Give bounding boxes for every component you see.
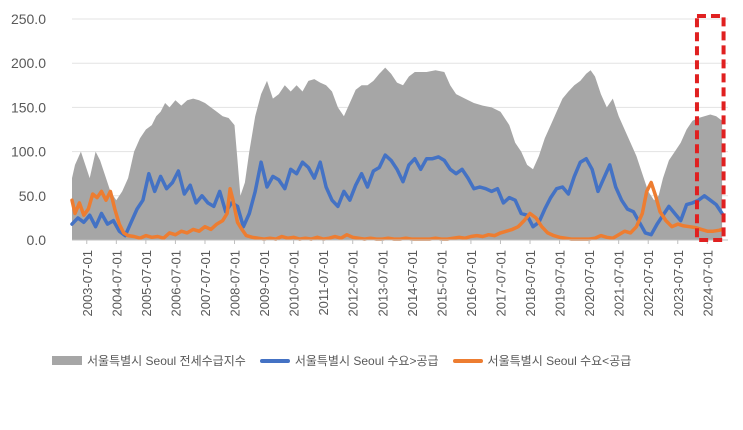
x-tick-label: 2021-07-01 bbox=[612, 250, 627, 317]
series-line-demand-gt-supply bbox=[70, 153, 724, 238]
legend-swatch-area bbox=[52, 356, 82, 365]
x-tick-label: 2014-07-01 bbox=[405, 250, 420, 317]
legend: 서울특별시 Seoul 전세수급지수 서울특별시 Seoul 수요>공급 서울특… bbox=[52, 352, 645, 369]
x-tick-label: 2013-07-01 bbox=[375, 250, 390, 317]
x-tick-label: 2003-07-01 bbox=[80, 250, 95, 317]
series-area-supply-index bbox=[72, 67, 723, 240]
legend-label-supply-index: 서울특별시 Seoul 전세수급지수 bbox=[87, 354, 246, 368]
series-line-demand-lt-supply bbox=[70, 180, 724, 241]
legend-swatch-orange-line bbox=[452, 358, 483, 363]
x-tick-label: 2010-07-01 bbox=[287, 250, 302, 317]
legend-label-demand-gt-supply: 서울특별시 Seoul 수요>공급 bbox=[294, 354, 439, 368]
legend-item-demand-lt-supply: 서울특별시 Seoul 수요<공급 bbox=[452, 352, 632, 369]
x-tick-label: 2018-07-01 bbox=[523, 250, 538, 317]
x-tick-label: 2008-07-01 bbox=[228, 250, 243, 317]
series-layer bbox=[70, 67, 724, 241]
x-tick-label: 2020-07-01 bbox=[582, 250, 597, 317]
y-tick-label: 100.0 bbox=[11, 144, 46, 160]
x-axis: 2003-07-01 2004-07-01 2005-07-01 2006-07-01… bbox=[72, 239, 728, 317]
y-tick-label: 0.0 bbox=[27, 232, 47, 248]
x-tick-label: 2024-07-01 bbox=[700, 250, 715, 317]
legend-item-demand-gt-supply: 서울특별시 Seoul 수요>공급 bbox=[259, 352, 439, 369]
x-tick-label: 2016-07-01 bbox=[464, 250, 479, 317]
y-axis: 250.0 200.0 150.0 100.0 50.0 0.0 bbox=[11, 11, 46, 248]
x-tick-label: 2011-07-01 bbox=[316, 250, 331, 316]
x-tick-label: 2006-07-01 bbox=[168, 250, 183, 317]
x-tick-label: 2015-07-01 bbox=[434, 250, 449, 317]
x-tick-label: 2019-07-01 bbox=[553, 250, 568, 317]
y-tick-label: 200.0 bbox=[11, 55, 46, 71]
y-tick-label: 50.0 bbox=[19, 188, 46, 204]
x-tick-label: 2009-07-01 bbox=[257, 250, 272, 317]
x-tick-label: 2022-07-01 bbox=[641, 250, 656, 317]
x-tick-label: 2007-07-01 bbox=[198, 250, 213, 317]
x-tick-label: 2017-07-01 bbox=[493, 250, 508, 317]
legend-label-demand-lt-supply: 서울특별시 Seoul 수요<공급 bbox=[487, 354, 632, 368]
legend-swatch-blue-line bbox=[259, 358, 290, 363]
x-tick-label: 2005-07-01 bbox=[139, 250, 154, 317]
x-tick-label: 2004-07-01 bbox=[109, 250, 124, 317]
y-tick-label: 250.0 bbox=[11, 11, 46, 27]
y-tick-label: 150.0 bbox=[11, 99, 46, 115]
x-tick-label: 2023-07-01 bbox=[671, 250, 686, 317]
legend-item-supply-index: 서울특별시 Seoul 전세수급지수 bbox=[52, 352, 246, 369]
x-tick-label: 2012-07-01 bbox=[346, 250, 361, 317]
